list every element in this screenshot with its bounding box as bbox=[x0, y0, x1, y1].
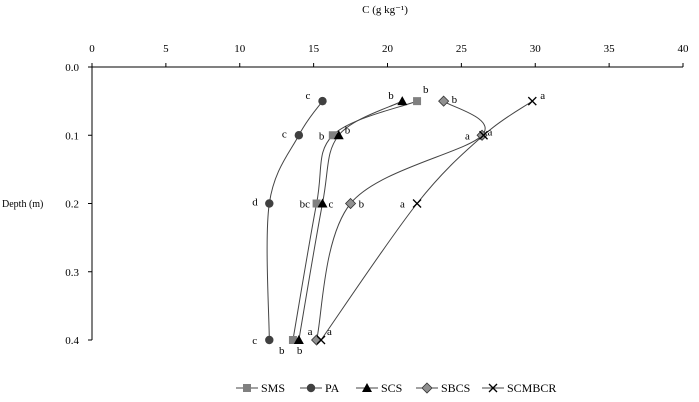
point-label-sbcs: b bbox=[359, 199, 365, 211]
legend-label-scmbcr: SCMBCR bbox=[507, 381, 556, 395]
legend: SMS PA SCS SBCS SCMBCR bbox=[236, 381, 556, 395]
point-label-scmbcr: a bbox=[327, 326, 332, 338]
point-pa bbox=[318, 96, 327, 106]
point-sbcs bbox=[344, 197, 357, 210]
series-line-scmbcr bbox=[320, 100, 533, 341]
series-lines bbox=[266, 100, 533, 341]
legend-marker-scs bbox=[362, 383, 372, 392]
x-tick-label: 15 bbox=[308, 43, 320, 55]
point-label-sms: b bbox=[279, 345, 285, 357]
point-label-pa: c bbox=[252, 335, 257, 347]
point-scs bbox=[293, 335, 304, 344]
x-tick-label: 20 bbox=[382, 43, 394, 55]
point-scs bbox=[397, 96, 408, 106]
x-axis-title: C (g kg⁻¹) bbox=[362, 4, 408, 16]
point-pa bbox=[265, 199, 274, 208]
point-scmbcr bbox=[479, 130, 488, 140]
point-scmbcr bbox=[412, 199, 422, 208]
point-scmbcr bbox=[527, 96, 537, 106]
y-tick-label: 0.1 bbox=[65, 130, 79, 142]
axes: 0 5 10 15 20 25 30 35 40 0.0 0.1 0.2 0.3 0.4 bbox=[65, 43, 689, 347]
legend-label-sms: SMS bbox=[261, 381, 285, 395]
series-markers bbox=[265, 95, 537, 346]
y-tick-label: 0.2 bbox=[65, 199, 79, 211]
x-tick-label: 5 bbox=[163, 43, 169, 55]
point-label-scmbcr: a bbox=[400, 199, 405, 211]
point-sbcs bbox=[438, 95, 450, 107]
x-marker-stroke bbox=[316, 335, 326, 345]
point-sms bbox=[288, 336, 297, 344]
point-label-scmbcr: a bbox=[488, 126, 493, 138]
legend-marker-sms bbox=[243, 384, 251, 392]
legend-item-scmbcr: SCMBCR bbox=[482, 381, 556, 395]
point-label-pa: c bbox=[305, 90, 310, 102]
point-scs bbox=[317, 198, 328, 208]
x-tick-label: 25 bbox=[456, 43, 468, 55]
x-tick-label: 10 bbox=[234, 43, 246, 55]
point-label-sbcs: b bbox=[452, 94, 458, 106]
point-label-sbcs: a bbox=[308, 326, 313, 338]
point-label-scs: b bbox=[388, 90, 394, 102]
point-label-sms: b bbox=[423, 84, 429, 96]
legend-item-scs: SCS bbox=[356, 381, 402, 395]
x-tick-label: 30 bbox=[530, 43, 542, 55]
point-label-pa: d bbox=[252, 197, 258, 209]
series-line-scs bbox=[298, 100, 403, 341]
point-label-scmbcr: a bbox=[540, 90, 545, 102]
point-scmbcr bbox=[316, 335, 326, 345]
point-label-scs: b bbox=[297, 345, 303, 357]
legend-label-sbcs: SBCS bbox=[441, 381, 470, 395]
legend-marker-sbcs bbox=[421, 382, 433, 394]
point-sms bbox=[328, 131, 337, 140]
legend-item-sms: SMS bbox=[236, 381, 285, 395]
y-tick-label: 0.4 bbox=[65, 335, 79, 347]
point-label-sms: bc bbox=[300, 199, 311, 211]
legend-label-pa: PA bbox=[325, 381, 340, 395]
legend-item-sbcs: SBCS bbox=[416, 381, 470, 395]
point-sbcs bbox=[311, 334, 323, 346]
legend-marker-pa bbox=[306, 383, 316, 393]
point-label-scs: c bbox=[328, 199, 333, 211]
point-sms bbox=[413, 97, 422, 106]
legend-label-scs: SCS bbox=[381, 381, 402, 395]
point-label-pa: c bbox=[282, 128, 287, 140]
y-tick-label: 0.0 bbox=[65, 62, 79, 74]
x-marker-stroke bbox=[527, 96, 537, 106]
y-tick-label: 0.3 bbox=[65, 267, 79, 279]
x-marker-stroke bbox=[412, 199, 422, 208]
point-scs bbox=[333, 130, 344, 140]
series-line-pa bbox=[266, 100, 323, 341]
point-sms bbox=[312, 199, 321, 208]
series-line-sbcs bbox=[316, 100, 486, 341]
point-label-scs: b bbox=[345, 124, 351, 136]
y-axis-title: Depth (m) bbox=[2, 199, 43, 210]
legend-item-pa: PA bbox=[300, 381, 340, 395]
x-marker-stroke bbox=[479, 130, 488, 140]
point-label-sbcs: a bbox=[465, 130, 470, 142]
point-pa bbox=[294, 131, 304, 140]
point-pa bbox=[265, 335, 274, 345]
x-tick-label: 40 bbox=[678, 43, 690, 55]
series-line-sms bbox=[292, 100, 418, 341]
x-tick-label: 0 bbox=[89, 43, 95, 55]
x-marker-stroke bbox=[488, 383, 498, 393]
x-tick-label: 35 bbox=[604, 43, 616, 55]
point-label-sms: b bbox=[319, 130, 325, 142]
legend-marker-scmbcr bbox=[488, 383, 498, 393]
